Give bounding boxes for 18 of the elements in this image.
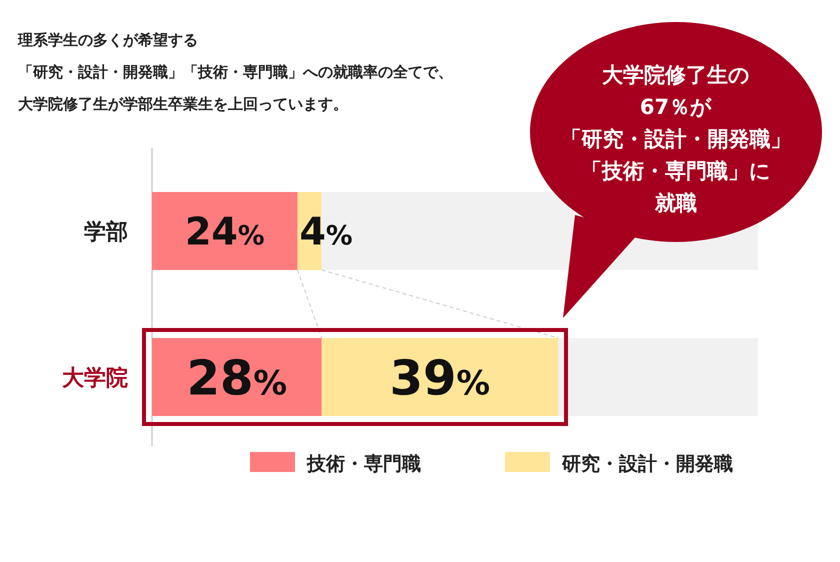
annotation: 「研究・設計・開発職」 (560, 127, 792, 151)
data-label: 24% (184, 210, 264, 254)
legend-label: 技術・専門職 (306, 453, 421, 475)
data-label: 39% (390, 350, 490, 406)
annotation: 「技術・専門職」に (581, 159, 771, 183)
chart-subtitle: 「研究・設計・開発職」「技術・専門職」への就職率の全てで、大学院修了生が学部生卒業生を上回っています。 (18, 63, 453, 113)
data-label: 4% (299, 210, 353, 254)
legend-label: 研究・設計・開発職 (561, 453, 733, 475)
y-tick-label: 大学院 (62, 366, 128, 391)
legend-item: 研究・設計・開発職 (505, 452, 733, 475)
annotation: 就職 (654, 191, 697, 215)
chart-title: 理系学生の多くが希望する (17, 31, 198, 49)
text: 大学院修了生の (602, 63, 750, 87)
text: 67％が (640, 95, 712, 119)
data-label: 28% (186, 350, 288, 406)
bar (152, 192, 298, 270)
y-tick-label: 学部 (84, 219, 128, 245)
legend-item: 技術・専門職 (250, 452, 421, 475)
